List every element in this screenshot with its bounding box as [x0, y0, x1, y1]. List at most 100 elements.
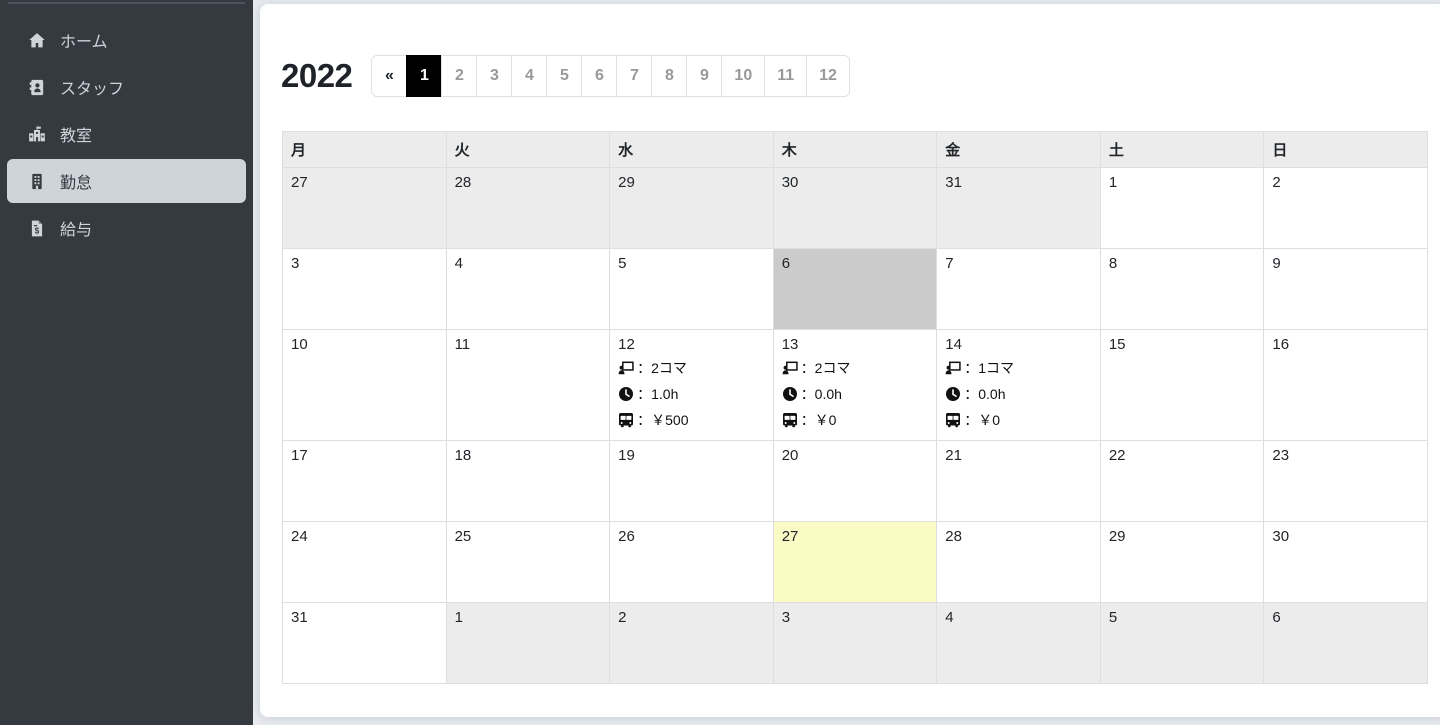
day-entry-text: ：0.0h — [800, 386, 842, 402]
day-cell-2[interactable]: 2 — [1263, 167, 1428, 249]
month-button-5[interactable]: 5 — [546, 55, 583, 97]
day-entry-text: ：2コマ — [800, 360, 851, 376]
sidebar-item-salary[interactable]: $ 給与 — [7, 206, 246, 250]
day-cell-26[interactable]: 26 — [609, 521, 774, 603]
date-number: 6 — [1272, 609, 1281, 626]
sidebar-item-label: 教室 — [60, 128, 93, 145]
day-cell-20[interactable]: 20 — [772, 440, 938, 522]
calendar-toolbar: 2022 «1 2 3 4 5 6 7 8 9 10 11 12 — [281, 55, 850, 97]
sidebar-top-divider — [8, 2, 245, 4]
day-cell-adjacent-5[interactable]: 5 — [1099, 602, 1265, 684]
month-button-12[interactable]: 12 — [806, 55, 850, 97]
day-cell-3[interactable]: 3 — [282, 248, 447, 330]
day-cell-23[interactable]: 23 — [1263, 440, 1428, 522]
date-number: 26 — [618, 528, 635, 545]
day-cell-16[interactable]: 16 — [1263, 329, 1428, 441]
day-cell-9[interactable]: 9 — [1263, 248, 1428, 330]
day-cell-adjacent-29[interactable]: 29 — [609, 167, 774, 249]
day-cell-24[interactable]: 24 — [282, 521, 447, 603]
weekday-header: 金 — [936, 131, 1101, 168]
date-number: 3 — [781, 609, 791, 626]
day-cell-27[interactable]: 27 — [772, 521, 938, 603]
day-cell-22[interactable]: 22 — [1099, 440, 1265, 522]
month-button-11[interactable]: 11 — [764, 55, 808, 97]
day-cell-4[interactable]: 4 — [445, 248, 611, 330]
day-cell-adjacent-4[interactable]: 4 — [936, 602, 1101, 684]
day-cell-adjacent-30[interactable]: 30 — [772, 167, 938, 249]
sidebar-item-classroom[interactable]: 教室 — [7, 112, 246, 156]
date-number: 29 — [1108, 528, 1126, 545]
date-number: 4 — [945, 609, 954, 626]
month-button-6[interactable]: 6 — [581, 55, 618, 97]
clock-icon — [945, 386, 963, 402]
date-number: 29 — [618, 174, 635, 191]
sidebar-item-attendance[interactable]: 勤怠 — [7, 159, 246, 203]
month-button-8[interactable]: 8 — [651, 55, 688, 97]
date-number: 5 — [1108, 609, 1118, 626]
day-cell-19[interactable]: 19 — [609, 440, 774, 522]
day-cell-6[interactable]: 6 — [772, 248, 938, 330]
day-cell-17[interactable]: 17 — [282, 440, 447, 522]
day-entry-text: ：1.0h — [637, 386, 679, 402]
day-cell-adjacent-31[interactable]: 31 — [936, 167, 1101, 249]
day-entry-text: ：￥0 — [800, 412, 837, 428]
month-button-3[interactable]: 3 — [476, 55, 513, 97]
day-cell-5[interactable]: 5 — [609, 248, 774, 330]
day-cell-adjacent-27[interactable]: 27 — [282, 167, 447, 249]
day-cell-30[interactable]: 30 — [1263, 521, 1428, 603]
day-cell-25[interactable]: 25 — [445, 521, 611, 603]
day-cell-adjacent-3[interactable]: 3 — [772, 602, 938, 684]
day-cell-21[interactable]: 21 — [936, 440, 1101, 522]
day-cell-adjacent-28[interactable]: 28 — [445, 167, 611, 249]
day-cell-adjacent-6[interactable]: 6 — [1263, 602, 1428, 684]
month-button-4[interactable]: 4 — [511, 55, 548, 97]
day-cell-adjacent-2[interactable]: 2 — [609, 602, 774, 684]
date-number: 28 — [454, 174, 472, 191]
day-cell-7[interactable]: 7 — [936, 248, 1101, 330]
main-card: 2022 «1 2 3 4 5 6 7 8 9 10 11 12 月火水木金土日 27 28 29 30 31… — [260, 4, 1440, 717]
clock-icon — [618, 386, 636, 402]
weekday-header: 水 — [609, 131, 774, 168]
pagination-prev-button[interactable]: « — [371, 55, 408, 97]
day-cell-10[interactable]: 10 — [282, 329, 447, 441]
date-number: 27 — [781, 528, 799, 545]
day-cell-14[interactable]: 14 ：1コマ ：0.0h ：￥0 — [936, 329, 1101, 441]
day-cell-11[interactable]: 11 — [445, 329, 611, 441]
date-number: 18 — [454, 447, 472, 464]
date-number: 2 — [618, 609, 627, 626]
date-number: 31 — [945, 174, 962, 191]
day-cell-adjacent-1[interactable]: 1 — [445, 602, 611, 684]
day-cell-12[interactable]: 12 ：2コマ ：1.0h ：￥500 — [609, 329, 774, 441]
month-button-1[interactable]: 1 — [406, 55, 443, 97]
day-cell-8[interactable]: 8 — [1099, 248, 1265, 330]
bus-icon — [618, 412, 636, 428]
building-icon — [27, 172, 47, 190]
day-entry-text: ：￥0 — [964, 412, 1001, 428]
month-button-7[interactable]: 7 — [616, 55, 653, 97]
bus-icon — [782, 412, 800, 428]
month-button-2[interactable]: 2 — [441, 55, 478, 97]
month-button-9[interactable]: 9 — [686, 55, 723, 97]
date-number: 10 — [291, 336, 308, 353]
date-number: 3 — [291, 255, 300, 272]
day-entry-text: ：￥500 — [637, 412, 689, 428]
date-number: 31 — [291, 609, 308, 626]
day-entry: ：1コマ — [945, 355, 1092, 381]
calendar-table: 月火水木金土日 27 28 29 30 31 1 2 3 4 5 6 7 8 9 10 11 12 ：2コマ ：1.… — [282, 131, 1428, 684]
day-cell-29[interactable]: 29 — [1099, 521, 1265, 603]
day-cell-18[interactable]: 18 — [445, 440, 611, 522]
date-number: 6 — [781, 255, 791, 272]
svg-text:$: $ — [35, 226, 40, 235]
sidebar-item-staff[interactable]: スタッフ — [7, 65, 246, 109]
weekday-header: 月 — [282, 131, 447, 168]
month-button-10[interactable]: 10 — [721, 55, 766, 97]
day-cell-15[interactable]: 15 — [1099, 329, 1265, 441]
day-cell-31[interactable]: 31 — [282, 602, 447, 684]
day-cell-1[interactable]: 1 — [1099, 167, 1265, 249]
sidebar-item-home[interactable]: ホーム — [7, 18, 246, 62]
day-cell-28[interactable]: 28 — [936, 521, 1101, 603]
day-entry-text: ：2コマ — [637, 360, 687, 376]
day-cell-13[interactable]: 13 ：2コマ ：0.0h ：￥0 — [772, 329, 938, 441]
date-number: 23 — [1272, 447, 1290, 464]
day-entry-text: ：0.0h — [964, 386, 1006, 402]
